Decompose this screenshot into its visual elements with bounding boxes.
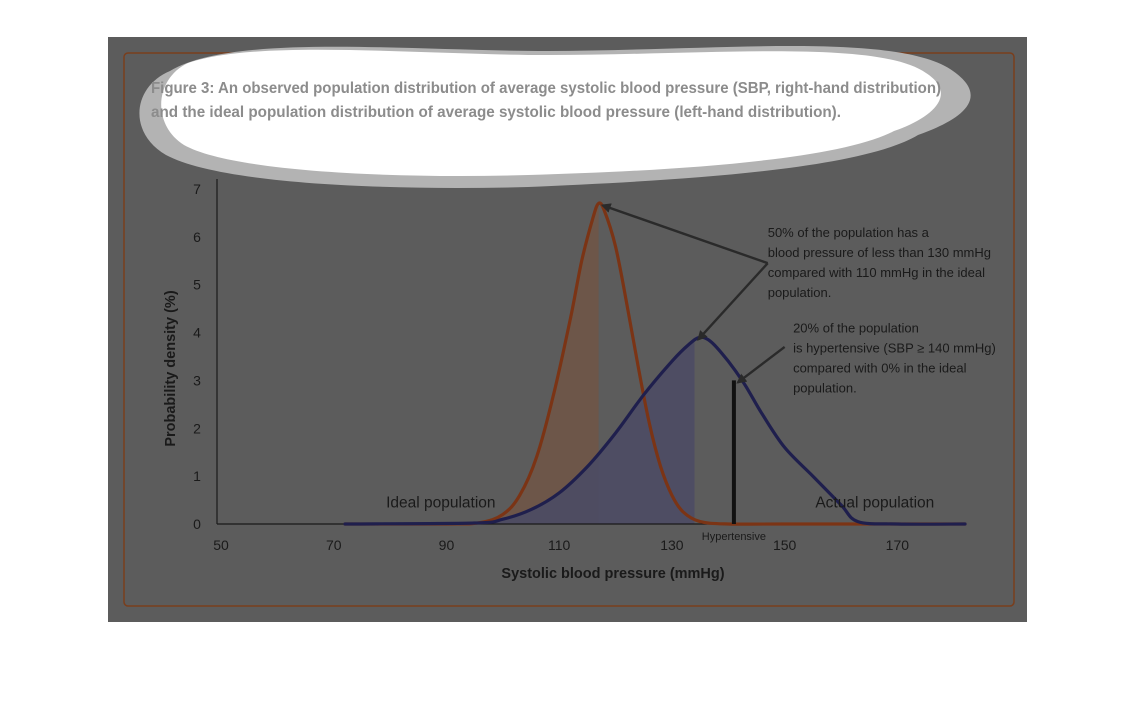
annotations: 50% of the population has a blood pressur… <box>600 203 996 396</box>
y-tick-label: 3 <box>193 372 201 388</box>
annotation-line: population. <box>768 285 832 300</box>
y-tick-label: 7 <box>193 181 201 197</box>
y-tick-label: 2 <box>193 420 201 436</box>
annotation-arrow <box>697 262 769 341</box>
caption-line-2: and the ideal population distribution of… <box>151 104 841 121</box>
y-tick-label: 6 <box>193 229 201 245</box>
x-tick-label: 50 <box>213 537 229 553</box>
annotation-2: 20% of the population is hypertensive (SB… <box>736 321 996 396</box>
x-axis-label: Systolic blood pressure (mmHg) <box>501 566 724 582</box>
figure-chart: 50 70 90 110 130 150 170 0 1 2 3 4 5 6 7 Systolic blood… <box>123 46 1015 607</box>
x-tick-label: 170 <box>886 537 910 553</box>
x-tick-label: 70 <box>326 537 342 553</box>
axes: 50 70 90 110 130 150 170 0 1 2 3 4 5 6 7 Systolic blood… <box>163 179 965 582</box>
annotation-line: 20% of the population <box>793 321 919 336</box>
annotation-line: compared with 110 mmHg in the ideal <box>768 265 985 280</box>
annotation-arrow <box>736 345 786 384</box>
hypertensive-marker-group: Hypertensive <box>702 380 766 543</box>
annotation-line: compared with 0% in the ideal <box>793 361 967 376</box>
figure-frame: 50 70 90 110 130 150 170 0 1 2 3 4 5 6 7 Systolic blood… <box>108 37 1027 622</box>
x-tick-label: 130 <box>660 537 684 553</box>
y-tick-label: 4 <box>193 325 201 341</box>
annotation-1: 50% of the population has a blood pressur… <box>600 203 991 341</box>
hypertensive-label: Hypertensive <box>702 531 766 543</box>
shaded-area-actual <box>345 340 695 524</box>
x-tick-label: 150 <box>773 537 797 553</box>
y-tick-label: 0 <box>193 516 201 532</box>
shaded-areas <box>345 202 695 525</box>
annotation-line: blood pressure of less than 130 mmHg <box>768 245 991 260</box>
x-tick-label: 90 <box>439 537 455 553</box>
y-tick-label: 5 <box>193 277 201 293</box>
callout-bubble <box>161 49 941 176</box>
annotation-line: population. <box>793 381 857 396</box>
y-tick-label: 1 <box>193 468 201 484</box>
caption-callout: Figure 3: An observed population distrib… <box>139 46 971 188</box>
caption-line-1: Figure 3: An observed population distrib… <box>151 80 941 97</box>
curve-label: Actual population <box>815 494 934 511</box>
annotation-line: 50% of the population has a <box>768 225 930 240</box>
annotation-line: is hypertensive (SBP ≥ 140 mmHg) <box>793 341 996 356</box>
annotation-arrow <box>600 203 769 265</box>
x-tick-label: 110 <box>548 537 571 553</box>
curve-label: Ideal population <box>386 494 495 511</box>
y-axis-label: Probability density (%) <box>163 290 179 446</box>
